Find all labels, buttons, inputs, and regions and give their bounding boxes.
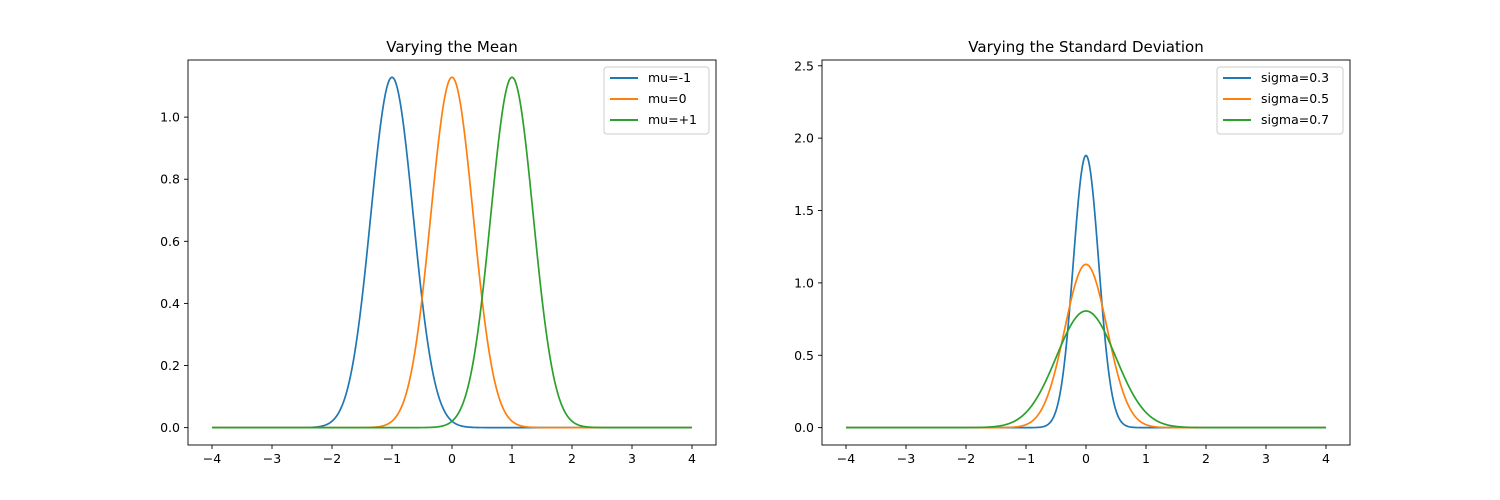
- x-tick-label: −1: [383, 451, 401, 466]
- y-tick-label: 0.0: [794, 420, 814, 435]
- x-tick-label: 3: [628, 451, 636, 466]
- legend: mu=-1 mu=0 mu=+1: [603, 66, 710, 135]
- x-axis: −4 −3 −2 −1 0 1 2 3 4: [837, 445, 1330, 466]
- x-tick-label: −3: [897, 451, 915, 466]
- legend-label: mu=-1: [648, 70, 691, 85]
- y-tick-label: 0.4: [160, 296, 180, 311]
- x-tick-label: −4: [837, 451, 855, 466]
- x-tick-label: 2: [568, 451, 576, 466]
- series-line: [212, 76, 692, 429]
- x-tick-label: 1: [1142, 451, 1150, 466]
- chart-panel-mean: Varying the Mean −4 −3 −2 −1 0 1 2 3 4 0.0 0.2 0.4…: [160, 38, 717, 466]
- x-tick-label: −4: [203, 451, 221, 466]
- x-axis: −4 −3 −2 −1 0 1 2 3 4: [203, 445, 696, 466]
- x-tick-label: 0: [448, 451, 456, 466]
- legend-box: [603, 66, 710, 135]
- y-tick-label: 0.8: [160, 172, 180, 187]
- x-tick-label: −2: [957, 451, 975, 466]
- y-tick-label: 2.0: [794, 131, 814, 146]
- y-tick-label: 0.2: [160, 358, 180, 373]
- y-tick-label: 0.0: [160, 420, 180, 435]
- chart-title: Varying the Standard Deviation: [968, 38, 1203, 56]
- x-tick-label: 1: [508, 451, 516, 466]
- x-tick-label: −1: [1017, 451, 1035, 466]
- plot-lines: [212, 76, 692, 429]
- legend-label: mu=+1: [648, 112, 697, 127]
- y-tick-label: 1.5: [794, 203, 814, 218]
- legend-label: sigma=0.5: [1261, 91, 1329, 106]
- y-axis: 0.0 0.5 1.0 1.5 2.0 2.5: [794, 58, 822, 435]
- x-tick-label: 0: [1082, 451, 1090, 466]
- y-tick-label: 2.5: [794, 58, 814, 73]
- series-line: [846, 310, 1326, 429]
- legend-label: sigma=0.3: [1261, 70, 1329, 85]
- plot-lines: [846, 154, 1326, 429]
- x-tick-label: 4: [1322, 451, 1330, 466]
- y-tick-label: 0.5: [794, 348, 814, 363]
- chart-title: Varying the Mean: [386, 38, 518, 56]
- y-tick-label: 1.0: [794, 275, 814, 290]
- x-tick-label: −3: [263, 451, 281, 466]
- legend-box: [1216, 66, 1344, 135]
- x-tick-label: 2: [1202, 451, 1210, 466]
- y-axis: 0.0 0.2 0.4 0.6 0.8 1.0: [160, 110, 188, 435]
- legend-label: mu=0: [648, 91, 687, 106]
- x-tick-label: −2: [323, 451, 341, 466]
- plot-frame: [821, 59, 1351, 446]
- x-tick-label: 4: [688, 451, 696, 466]
- x-tick-label: 3: [1262, 451, 1270, 466]
- legend-label: sigma=0.7: [1261, 112, 1329, 127]
- y-tick-label: 1.0: [160, 110, 180, 125]
- plot-frame: [187, 59, 717, 446]
- y-tick-label: 0.6: [160, 234, 180, 249]
- legend: sigma=0.3 sigma=0.5 sigma=0.7: [1216, 66, 1344, 135]
- chart-panel-std: Varying the Standard Deviation −4 −3 −2 −1 0…: [794, 38, 1351, 466]
